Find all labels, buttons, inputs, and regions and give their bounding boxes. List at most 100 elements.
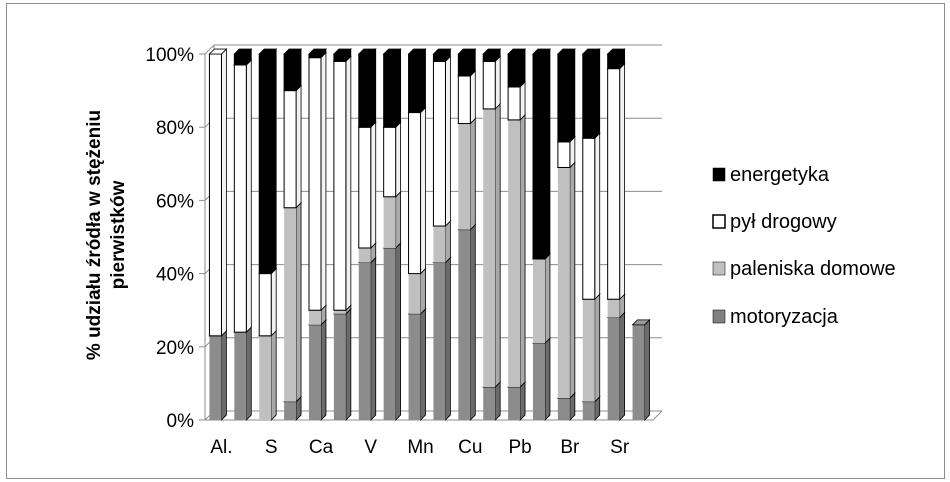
bar-side xyxy=(320,51,327,312)
bar-segment xyxy=(508,119,521,388)
bar-side xyxy=(469,223,476,421)
bar-segment xyxy=(533,343,545,420)
bar-side xyxy=(395,121,402,198)
bar-top xyxy=(482,48,502,55)
bar-side xyxy=(270,267,277,337)
bar-segment xyxy=(582,53,596,139)
bar-side xyxy=(519,81,526,121)
bar-side xyxy=(395,242,402,421)
bar-side xyxy=(469,70,476,125)
bar-top xyxy=(233,48,253,55)
bar-top xyxy=(432,48,452,55)
bar-side xyxy=(395,190,402,249)
bar-top xyxy=(532,48,551,55)
bar-segment xyxy=(607,317,620,420)
bar-side xyxy=(494,55,501,110)
bar-segment xyxy=(383,53,397,128)
bar-segment xyxy=(482,53,496,62)
y-tick-label: 80% xyxy=(156,118,194,139)
bar-segment xyxy=(607,299,620,318)
bar-segment xyxy=(308,57,322,311)
bar-side xyxy=(370,256,377,421)
bar-side xyxy=(494,102,501,389)
bar-segment xyxy=(358,53,372,128)
bar-segment xyxy=(458,229,471,420)
bar-segment xyxy=(408,112,422,275)
floor-edge-right xyxy=(652,410,663,421)
x-tick-label: Mn xyxy=(407,437,433,458)
bar-side xyxy=(619,311,626,421)
bar-segment xyxy=(358,262,371,420)
bar-segment xyxy=(433,226,446,263)
bar-segment xyxy=(582,401,595,420)
bar-segment xyxy=(457,75,471,125)
bar-segment xyxy=(383,196,396,248)
bar-segment xyxy=(209,335,222,420)
bar-segment xyxy=(507,53,521,88)
y-axis-title-line2: pierwistków xyxy=(108,180,129,289)
y-tick-label: 40% xyxy=(156,265,194,286)
bar-side xyxy=(320,318,327,421)
bar-segment xyxy=(582,137,596,300)
gridline-side xyxy=(204,44,215,55)
bar-segment xyxy=(259,335,272,420)
bar-side xyxy=(569,48,576,143)
y-tick-label: 100% xyxy=(145,45,194,66)
bar-segment xyxy=(533,258,545,344)
bar-segment xyxy=(532,53,546,260)
bar-segment xyxy=(284,207,297,402)
x-tick-label: Ca xyxy=(309,437,334,458)
bar-segment xyxy=(284,401,297,420)
bar-segment xyxy=(582,299,595,402)
bar-segment xyxy=(607,68,621,300)
bar-side xyxy=(544,48,551,260)
legend-label: pył drogowy xyxy=(730,211,837,233)
bar-segment xyxy=(508,387,521,420)
bar-side xyxy=(295,201,302,403)
y-axis-title-line1: % udziału źródła w stężeniu xyxy=(84,110,105,360)
bar-side xyxy=(221,329,227,421)
bar-side xyxy=(345,55,352,312)
bar-segment xyxy=(483,108,496,388)
bar-segment xyxy=(309,310,321,325)
bar-segment xyxy=(333,310,346,314)
bar-top xyxy=(407,48,427,55)
bar-side xyxy=(420,267,426,315)
legend-swatch xyxy=(712,261,726,276)
bar-top xyxy=(556,48,576,55)
bar-segment xyxy=(358,126,372,249)
bar-side xyxy=(270,48,277,275)
legend-label: motoryzacja xyxy=(730,306,839,328)
bar-top xyxy=(308,48,327,55)
bar-side xyxy=(544,337,551,421)
bar-segment xyxy=(432,53,446,62)
bar-side xyxy=(445,220,451,264)
bar-side xyxy=(519,48,526,88)
x-tick-label: Pb xyxy=(508,437,531,458)
bar-side xyxy=(594,132,601,301)
legend-swatch xyxy=(712,309,726,324)
bar-side xyxy=(245,59,252,334)
bar-side xyxy=(519,381,526,421)
bar-segment xyxy=(383,247,396,420)
bar-segment xyxy=(333,313,346,420)
bar-top xyxy=(357,48,377,55)
bar-segment xyxy=(208,53,222,337)
bar-segment xyxy=(432,60,446,227)
bar-side xyxy=(469,117,476,231)
bar-segment xyxy=(283,90,297,209)
bar-segment xyxy=(308,53,322,59)
bar-top xyxy=(581,48,601,55)
bar-segment xyxy=(309,324,321,420)
bar-side xyxy=(494,381,501,421)
bar-side xyxy=(420,48,426,114)
bar-segment xyxy=(258,53,272,275)
bar-segment xyxy=(283,53,297,92)
bar-side xyxy=(594,48,601,140)
bar-side xyxy=(644,318,650,421)
y-tick-label: 60% xyxy=(156,191,194,212)
bar-side xyxy=(445,256,451,421)
bar-side xyxy=(245,326,252,421)
bar-segment xyxy=(258,273,272,337)
